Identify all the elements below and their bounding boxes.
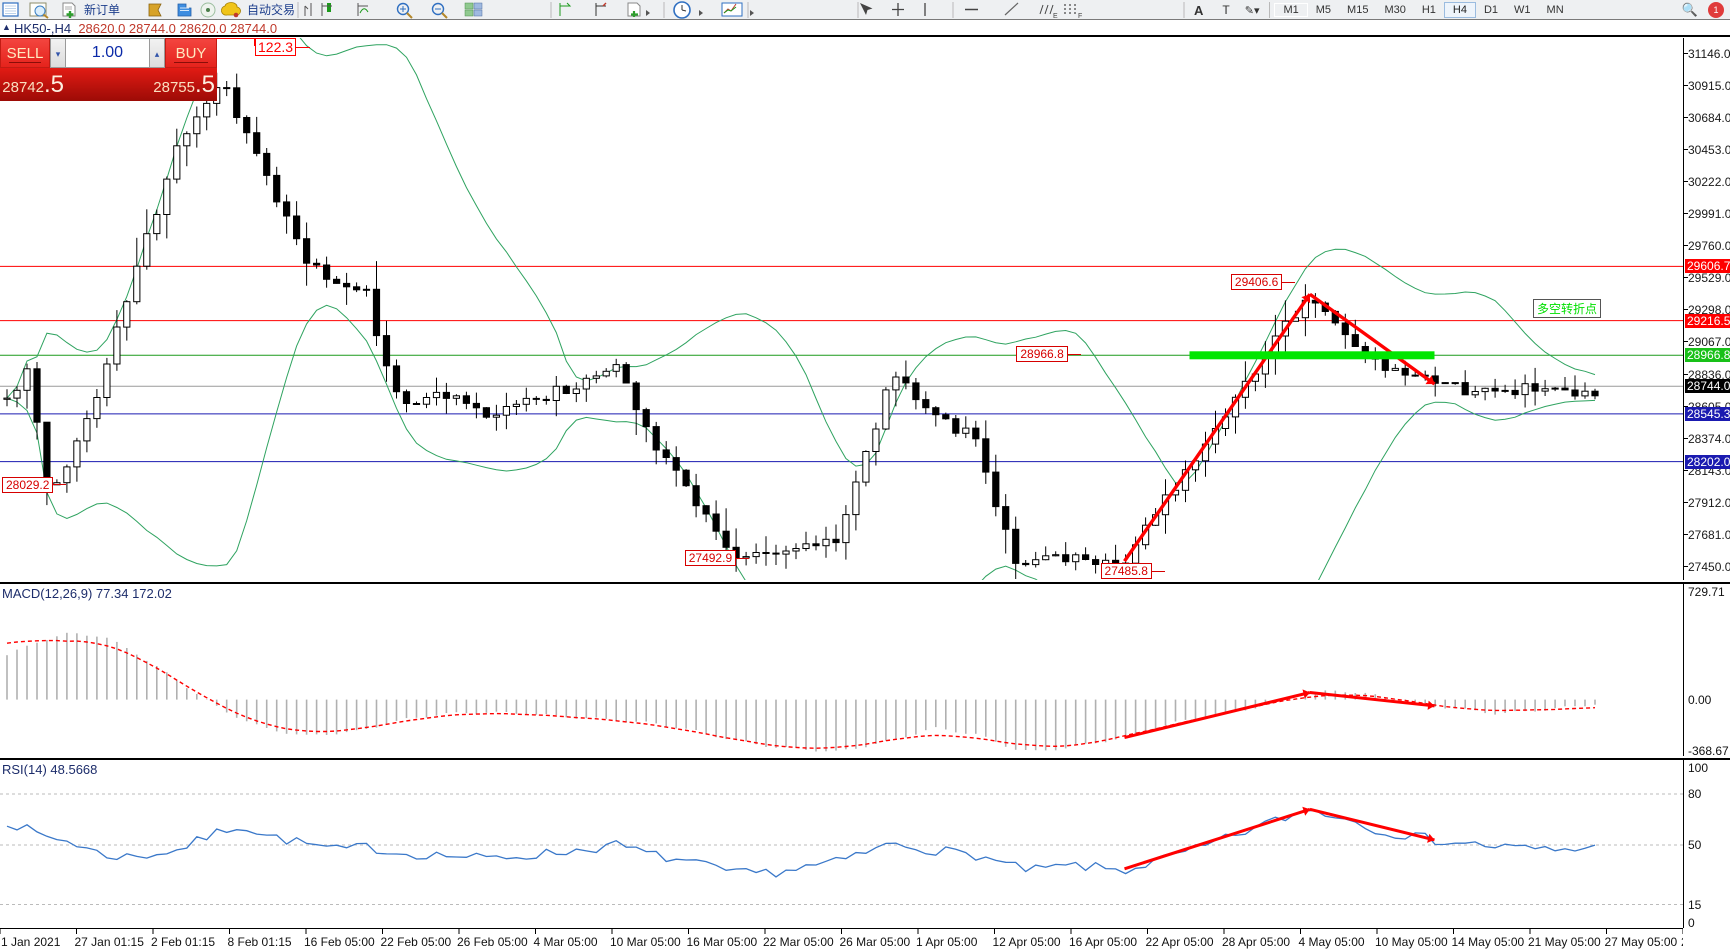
svg-text:自动交易: 自动交易: [247, 2, 295, 17]
svg-text:F: F: [1078, 13, 1082, 20]
svg-text:新订单: 新订单: [84, 2, 120, 17]
svg-text:E: E: [1053, 13, 1058, 20]
